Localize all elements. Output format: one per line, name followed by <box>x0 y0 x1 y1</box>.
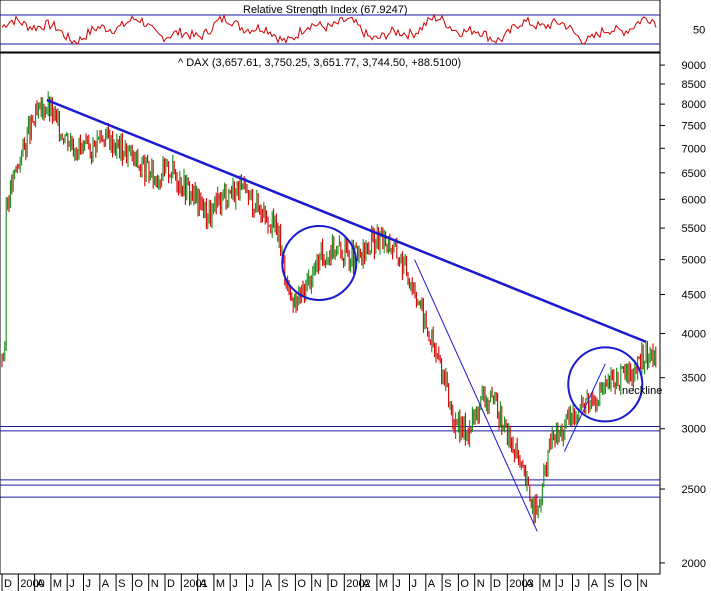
time-tick-label: A <box>363 578 371 590</box>
time-tick-label: D <box>493 578 501 590</box>
y-tick-label: 5500 <box>682 223 706 235</box>
time-tick-label: D <box>167 578 175 590</box>
y-tick-label: 2000 <box>682 558 706 570</box>
time-tick-label: O <box>134 578 143 590</box>
time-tick-label: A <box>428 578 436 590</box>
trendline <box>414 259 538 532</box>
price-frame <box>0 52 661 575</box>
time-tick-label: S <box>281 578 288 590</box>
y-tick-label: 5000 <box>682 255 706 267</box>
time-tick-label: J <box>232 578 238 590</box>
time-tick-label: 2000 <box>20 578 44 590</box>
y-tick-label: 4000 <box>682 329 706 341</box>
time-tick-label: A <box>591 578 599 590</box>
time-tick-label: A <box>102 578 110 590</box>
price-title: ^ DAX (3,657.61, 3,750.25, 3,651.77, 3,7… <box>178 57 462 69</box>
y-tick-label: 7000 <box>682 143 706 155</box>
y-tick-label: 3000 <box>682 424 706 436</box>
time-tick-label: A <box>200 578 208 590</box>
highlight-circle <box>567 346 644 423</box>
y-tick-label: 9000 <box>682 60 706 72</box>
time-tick-label: J <box>249 578 255 590</box>
y-tick-label: 8000 <box>682 99 706 111</box>
time-tick-label: 2002 <box>346 578 370 590</box>
time-tick-label: J <box>412 578 418 590</box>
time-tick-label: D <box>330 578 338 590</box>
time-tick-label: 2003 <box>509 578 533 590</box>
y-tick-label: 6000 <box>682 194 706 206</box>
y-tick-label: 7500 <box>682 120 706 132</box>
time-tick-label: M <box>542 578 551 590</box>
time-tick-label: M <box>379 578 388 590</box>
trendline <box>563 363 606 452</box>
time-tick-label: M <box>216 578 225 590</box>
y-tick-label: 4500 <box>682 290 706 302</box>
y-tick-label: 6500 <box>682 168 706 180</box>
time-tick-label: J <box>69 578 75 590</box>
time-tick-label: O <box>297 578 306 590</box>
neckline-annotation: neckline <box>622 385 662 397</box>
time-tick-label: J <box>86 578 92 590</box>
time-tick-label: J <box>558 578 564 590</box>
time-tick-label: N <box>477 578 485 590</box>
rsi-title: Relative Strength Index (67.9247) <box>243 4 408 16</box>
time-tick-label: A <box>265 578 273 590</box>
rsi-frame <box>0 0 661 53</box>
rsi-line <box>1 13 657 45</box>
time-tick-label: N <box>640 578 648 590</box>
time-tick-label: A <box>37 578 45 590</box>
time-tick-label: S <box>118 578 125 590</box>
y-tick-label: 8500 <box>682 79 706 91</box>
y-tick-label: 2500 <box>682 484 706 496</box>
rsi-tick-label: 50 <box>693 25 705 37</box>
time-tick-label: A <box>526 578 534 590</box>
time-tick-label: O <box>460 578 469 590</box>
highlight-circle <box>281 224 358 301</box>
time-tick-label: N <box>151 578 159 590</box>
y-tick-label: 3500 <box>682 373 706 385</box>
time-tick-label: J <box>575 578 581 590</box>
time-tick-label: 2001 <box>183 578 207 590</box>
time-tick-label: O <box>623 578 632 590</box>
time-tick-label: M <box>53 578 62 590</box>
time-tick-label: N <box>314 578 322 590</box>
time-tick-label: S <box>444 578 451 590</box>
trendline <box>46 98 647 344</box>
time-tick-label: D <box>4 578 12 590</box>
time-tick-label: S <box>607 578 614 590</box>
time-tick-label: J <box>395 578 401 590</box>
